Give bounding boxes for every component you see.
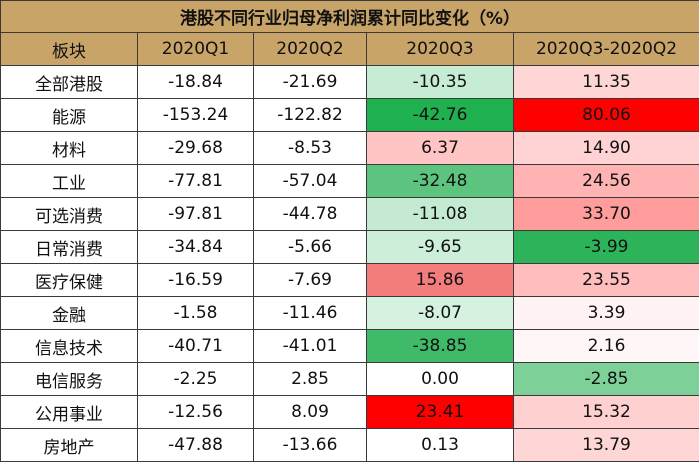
value-cell: 2.16 (512, 329, 699, 363)
value-cell: 3.39 (512, 296, 699, 330)
value-cell: -2.25 (137, 362, 254, 396)
value-cell: -7.69 (253, 263, 367, 297)
sector-cell: 工业 (0, 164, 138, 198)
value-cell: 14.90 (512, 131, 699, 165)
sector-cell: 能源 (0, 98, 138, 132)
value-cell: 23.55 (512, 263, 699, 297)
value-cell: -153.24 (137, 98, 254, 132)
value-cell: 15.32 (512, 395, 699, 429)
value-cell: -8.07 (366, 296, 514, 330)
value-cell: -42.76 (366, 98, 514, 132)
value-cell: -3.99 (512, 230, 699, 264)
value-cell: -11.46 (253, 296, 367, 330)
value-cell: -40.71 (137, 329, 254, 363)
value-cell: -57.04 (253, 164, 367, 198)
table-row: 日常消费 -34.84 -5.66 -9.65 -3.99 (0, 230, 699, 264)
sector-cell: 可选消费 (0, 197, 138, 231)
value-cell: -13.66 (253, 428, 367, 462)
title-row: 港股不同行业归母净利润累计同比变化（%） (0, 0, 699, 33)
value-cell: -8.53 (253, 131, 367, 165)
value-cell: 11.35 (512, 65, 699, 99)
value-cell: -21.69 (253, 65, 367, 99)
sector-cell: 日常消费 (0, 230, 138, 264)
value-cell: -1.58 (137, 296, 254, 330)
sector-cell: 全部港股 (0, 65, 138, 99)
table-row: 能源 -153.24 -122.82 -42.76 80.06 (0, 98, 699, 132)
value-cell: -44.78 (253, 197, 367, 231)
value-cell: -41.01 (253, 329, 367, 363)
value-cell: -16.59 (137, 263, 254, 297)
value-cell: -2.85 (512, 362, 699, 396)
value-cell: -47.88 (137, 428, 254, 462)
value-cell: -77.81 (137, 164, 254, 198)
value-cell: 0.00 (366, 362, 514, 396)
header-cell: 2020Q3-2020Q2 (512, 32, 699, 66)
value-cell: 13.79 (512, 428, 699, 462)
table-row: 可选消费 -97.81 -44.78 -11.08 33.70 (0, 197, 699, 231)
value-cell: -12.56 (137, 395, 254, 429)
sector-cell: 信息技术 (0, 329, 138, 363)
value-cell: 80.06 (512, 98, 699, 132)
value-cell: 0.13 (366, 428, 514, 462)
table-row: 医疗保健 -16.59 -7.69 15.86 23.55 (0, 263, 699, 297)
header-cell: 2020Q3 (366, 32, 514, 66)
table-row: 公用事业 -12.56 8.09 23.41 15.32 (0, 395, 699, 429)
table-row: 电信服务 -2.25 2.85 0.00 -2.85 (0, 362, 699, 396)
value-cell: -122.82 (253, 98, 367, 132)
value-cell: 8.09 (253, 395, 367, 429)
value-cell: 6.37 (366, 131, 514, 165)
header-cell: 2020Q1 (137, 32, 254, 66)
sector-cell: 电信服务 (0, 362, 138, 396)
value-cell: 24.56 (512, 164, 699, 198)
value-cell: 15.86 (366, 263, 514, 297)
sector-cell: 医疗保健 (0, 263, 138, 297)
value-cell: -38.85 (366, 329, 514, 363)
value-cell: 33.70 (512, 197, 699, 231)
table-body: 全部港股 -18.84 -21.69 -10.35 11.35 能源 -153.24 -122… (0, 65, 699, 462)
table-row: 信息技术 -40.71 -41.01 -38.85 2.16 (0, 329, 699, 363)
header-cell: 2020Q2 (253, 32, 367, 66)
table-row: 房地产 -47.88 -13.66 0.13 13.79 (0, 428, 699, 462)
value-cell: -10.35 (366, 65, 514, 99)
value-cell: -34.84 (137, 230, 254, 264)
table-title: 港股不同行业归母净利润累计同比变化（%） (0, 0, 699, 33)
header-row: 板块 2020Q1 2020Q2 2020Q3 2020Q3-2020Q2 (0, 32, 699, 66)
table-row: 金融 -1.58 -11.46 -8.07 3.39 (0, 296, 699, 330)
sector-cell: 公用事业 (0, 395, 138, 429)
sector-cell: 材料 (0, 131, 138, 165)
value-cell: 2.85 (253, 362, 367, 396)
value-cell: 23.41 (366, 395, 514, 429)
value-cell: -5.66 (253, 230, 367, 264)
header-cell: 板块 (0, 32, 138, 66)
value-cell: -11.08 (366, 197, 514, 231)
table-row: 全部港股 -18.84 -21.69 -10.35 11.35 (0, 65, 699, 99)
value-cell: -32.48 (366, 164, 514, 198)
value-cell: -97.81 (137, 197, 254, 231)
value-cell: -18.84 (137, 65, 254, 99)
table-row: 工业 -77.81 -57.04 -32.48 24.56 (0, 164, 699, 198)
table-row: 材料 -29.68 -8.53 6.37 14.90 (0, 131, 699, 165)
sector-cell: 房地产 (0, 428, 138, 462)
value-cell: -9.65 (366, 230, 514, 264)
sector-cell: 金融 (0, 296, 138, 330)
value-cell: -29.68 (137, 131, 254, 165)
